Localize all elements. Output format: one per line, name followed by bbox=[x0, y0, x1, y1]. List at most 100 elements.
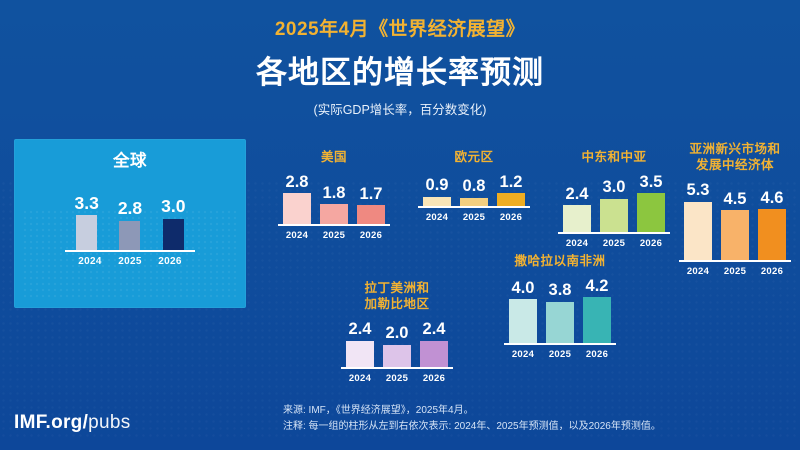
axis-baseline bbox=[418, 206, 530, 209]
year-labels: 2024 2025 2026 bbox=[423, 212, 525, 223]
bars-group: 2.4 3.0 3.5 bbox=[563, 172, 665, 232]
bar-column: 3.0 bbox=[600, 179, 628, 232]
bar-column: 4.0 bbox=[509, 280, 537, 344]
bar-value-label: 1.8 bbox=[322, 183, 346, 202]
page-subtitle: (实际GDP增长率，百分数变化) bbox=[313, 103, 487, 117]
bar-column: 1.8 bbox=[320, 183, 348, 225]
chart-title: 欧元区 bbox=[454, 149, 493, 165]
year-label: 2024 bbox=[686, 265, 710, 277]
chart-title-line: 亚洲新兴市场和 bbox=[689, 142, 781, 156]
chart-global: 全球 3.3 2.8 3.0 2024 2025 2026 bbox=[14, 149, 246, 267]
header: 2025年4月《世界经济展望》 各地区的增长率预测 (实际GDP增长率，百分数变… bbox=[0, 0, 800, 118]
year-label: 2024 bbox=[565, 237, 589, 249]
bar-column: 1.7 bbox=[357, 184, 385, 225]
axis-baseline bbox=[341, 366, 453, 369]
bar-value-label: 3.3 bbox=[74, 192, 99, 213]
chart-latin-america-caribbean: 拉丁美洲和 加勒比地区 2.4 2.0 2.4 2024 2025 2026 bbox=[337, 280, 457, 384]
bar bbox=[721, 210, 749, 260]
bar bbox=[320, 204, 348, 225]
chart-title-line: 拉丁美洲和 bbox=[364, 281, 430, 295]
bar-value-label: 1.7 bbox=[359, 184, 383, 203]
chart-title-line: 加勒比地区 bbox=[364, 297, 430, 312]
bar bbox=[546, 301, 574, 344]
bar-value-label: 3.8 bbox=[548, 281, 572, 300]
chart-title: 亚洲新兴市场和 发展中经济体 bbox=[689, 141, 780, 174]
year-label: 2026 bbox=[422, 372, 446, 384]
bar bbox=[509, 299, 537, 344]
year-labels: 2024 2025 2026 bbox=[77, 256, 184, 267]
legend-note: 注释: 每一组的柱形从左到右依次表示: 2024年、2025年预测值，以及202… bbox=[283, 420, 661, 432]
bars-group: 5.3 4.5 4.6 bbox=[684, 181, 786, 260]
bar-value-label: 2.4 bbox=[565, 184, 589, 203]
bar bbox=[346, 340, 374, 367]
year-label: 2025 bbox=[548, 349, 572, 361]
year-label: 2026 bbox=[585, 349, 609, 361]
bar-value-label: 3.5 bbox=[639, 172, 663, 191]
chart-title-line: 发展中经济体 bbox=[695, 158, 774, 173]
bar-value-label: 4.6 bbox=[760, 188, 784, 207]
bar-value-label: 3.0 bbox=[602, 178, 626, 197]
year-label: 2025 bbox=[462, 212, 486, 224]
chart-body: 2.8 1.8 1.7 2024 2025 2026 bbox=[278, 172, 390, 241]
chart-united-states: 美国 2.8 1.8 1.7 2024 2025 2026 bbox=[274, 149, 394, 241]
bar-column: 2.0 bbox=[383, 325, 411, 367]
bar-value-label: 0.9 bbox=[425, 176, 449, 195]
footnotes: 来源: IMF，《世界经济展望》，2025年4月。 注释: 每一组的柱形从左到右… bbox=[283, 403, 783, 434]
chart-body: 3.3 2.8 3.0 2024 2025 2026 bbox=[65, 194, 195, 267]
bars-group: 0.9 0.8 1.2 bbox=[423, 172, 525, 207]
axis-baseline bbox=[278, 224, 390, 227]
bar-column: 4.6 bbox=[758, 190, 786, 260]
chart-title: 中东和中亚 bbox=[581, 149, 646, 165]
global-panel: 全球 3.3 2.8 3.0 2024 2025 2026 bbox=[14, 139, 246, 308]
chart-sub-saharan-africa: 撒哈拉以南非洲 4.0 3.8 4.2 2024 2025 2026 bbox=[494, 253, 626, 360]
bar-value-label: 4.5 bbox=[723, 189, 747, 208]
bar bbox=[76, 215, 98, 251]
logo-light-text: pubs bbox=[88, 412, 131, 433]
bars-group: 2.4 2.0 2.4 bbox=[346, 320, 448, 367]
imf-pubs-logo: IMF.org/pubs bbox=[14, 412, 131, 434]
chart-title-line: 撒哈拉以南非洲 bbox=[514, 254, 606, 268]
bar-value-label: 1.2 bbox=[499, 172, 523, 191]
axis-baseline bbox=[65, 250, 195, 253]
chart-emerging-developing-asia: 亚洲新兴市场和 发展中经济体 5.3 4.5 4.6 2024 2025 2026 bbox=[674, 141, 796, 277]
year-label: 2026 bbox=[499, 212, 523, 224]
bar bbox=[583, 297, 611, 344]
bar-column: 3.3 bbox=[74, 192, 99, 251]
year-label: 2026 bbox=[760, 265, 784, 277]
bar-column: 2.8 bbox=[118, 200, 142, 251]
bar-column: 3.0 bbox=[161, 196, 186, 251]
chart-body: 0.9 0.8 1.2 2024 2025 2026 bbox=[418, 172, 530, 223]
chart-middle-east-central-asia: 中东和中亚 2.4 3.0 3.5 2024 2025 2026 bbox=[552, 149, 676, 249]
chart-title: 美国 bbox=[321, 149, 347, 165]
year-label: 2026 bbox=[158, 256, 182, 268]
logo-bold-text: IMF.org/ bbox=[14, 412, 89, 433]
bar-column: 3.5 bbox=[637, 174, 665, 232]
year-labels: 2024 2025 2026 bbox=[684, 266, 786, 277]
chart-body: 2.4 3.0 3.5 2024 2025 2026 bbox=[558, 172, 670, 249]
bar bbox=[684, 201, 712, 260]
bar-value-label: 3.0 bbox=[161, 196, 186, 217]
bar-value-label: 4.2 bbox=[585, 276, 609, 295]
bar bbox=[283, 193, 311, 225]
bars-group: 3.3 2.8 3.0 bbox=[74, 192, 186, 251]
chart-title: 全球 bbox=[113, 151, 147, 172]
chart-title-line: 美国 bbox=[320, 150, 347, 164]
year-labels: 2024 2025 2026 bbox=[283, 230, 385, 241]
page-title: 各地区的增长率预测 bbox=[256, 55, 544, 90]
year-label: 2024 bbox=[511, 349, 535, 361]
bar bbox=[383, 344, 411, 367]
chart-title: 撒哈拉以南非洲 bbox=[514, 253, 605, 269]
bar-value-label: 4.0 bbox=[511, 278, 535, 297]
bar bbox=[497, 193, 525, 207]
year-label: 2026 bbox=[639, 237, 663, 249]
year-label: 2024 bbox=[78, 256, 102, 268]
bar-column: 1.2 bbox=[497, 174, 525, 207]
bar bbox=[162, 218, 184, 251]
bar bbox=[460, 197, 488, 207]
bar-column: 5.3 bbox=[684, 182, 712, 260]
bar-value-label: 2.4 bbox=[348, 320, 372, 338]
year-labels: 2024 2025 2026 bbox=[563, 238, 665, 249]
bar-column: 2.4 bbox=[346, 321, 374, 367]
year-label: 2025 bbox=[723, 265, 747, 277]
